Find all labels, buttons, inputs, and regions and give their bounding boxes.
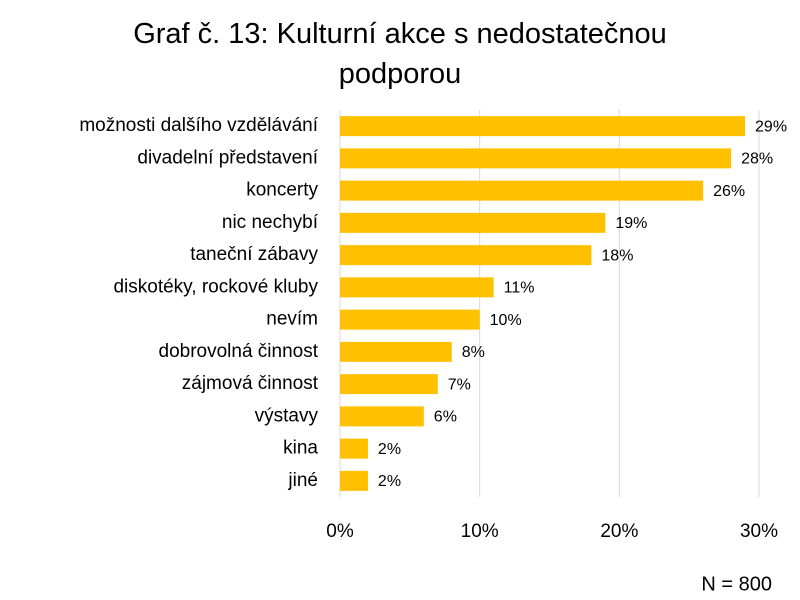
- bar: [340, 309, 480, 330]
- value-label: 29%: [755, 118, 787, 135]
- y-tick-label: nevím: [266, 309, 318, 330]
- bar: [340, 212, 606, 233]
- value-label: 11%: [504, 280, 535, 297]
- value-label: 2%: [378, 473, 401, 490]
- bar: [340, 116, 746, 137]
- bar: [340, 438, 368, 459]
- y-tick-label: možnosti dalšího vzdělávání: [79, 115, 318, 136]
- annotation: N = 800: [701, 573, 772, 595]
- y-tick-label: zájmová činnost: [182, 373, 319, 394]
- bar: [340, 180, 704, 201]
- x-tick-label: 30%: [740, 521, 778, 542]
- y-tick-label: kina: [283, 438, 318, 459]
- x-tick-label: 10%: [461, 521, 499, 542]
- value-label: 8%: [462, 344, 485, 361]
- bar: [340, 406, 424, 427]
- bar: [340, 277, 494, 298]
- y-tick-label: výstavy: [255, 405, 319, 426]
- x-tick-label: 0%: [326, 521, 354, 542]
- value-label: 6%: [434, 409, 457, 426]
- y-tick-label: koncerty: [246, 180, 318, 201]
- value-label: 19%: [615, 215, 647, 232]
- x-tick-label: 20%: [600, 521, 638, 542]
- value-label: 7%: [448, 376, 471, 393]
- y-tick-label: jiné: [287, 470, 318, 491]
- chart-title: Graf č. 13: Kulturní akce s nedostatečno…: [133, 18, 667, 90]
- y-tick-label: taneční zábavy: [190, 244, 318, 265]
- y-tick-label: divadelní představení: [137, 147, 318, 168]
- y-tick-label: nic nechybí: [222, 212, 319, 233]
- value-label: 18%: [601, 247, 633, 264]
- bar: [340, 245, 592, 266]
- bar: [340, 470, 368, 491]
- bar: [340, 148, 732, 169]
- value-label: 2%: [378, 441, 401, 458]
- bar: [340, 374, 438, 395]
- bar: [340, 341, 452, 362]
- value-label: 28%: [741, 151, 773, 168]
- value-label: 26%: [713, 183, 745, 200]
- value-label: 10%: [490, 312, 522, 329]
- y-tick-label: diskotéky, rockové kluby: [113, 276, 318, 297]
- y-tick-label: dobrovolná činnost: [159, 341, 319, 362]
